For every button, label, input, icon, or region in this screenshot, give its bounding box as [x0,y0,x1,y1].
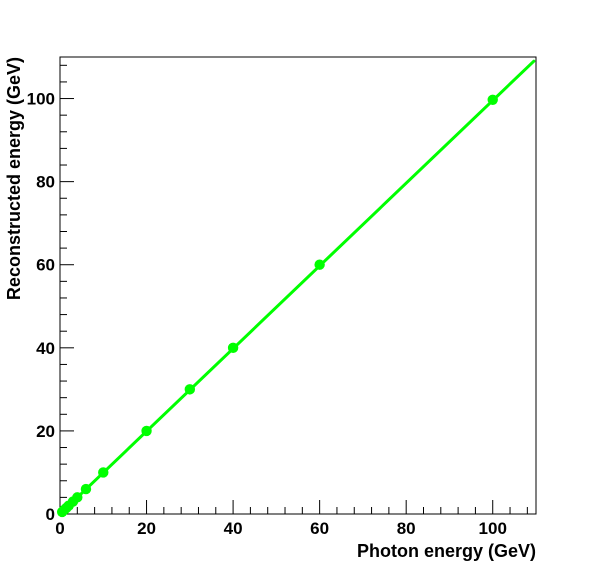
x-tick-label: 100 [479,519,507,538]
y-tick-label: 0 [46,505,55,524]
y-tick-label: 60 [36,256,55,275]
fit-line-layer [58,59,536,516]
data-point [72,492,83,503]
plot-frame [59,56,537,515]
x-tick-label: 40 [224,519,243,538]
x-tick-label: 80 [397,519,416,538]
y-tick-label: 80 [36,173,55,192]
fit-line [58,59,536,516]
x-axis-title: Photon energy (GeV) [357,541,536,561]
data-point [227,342,239,354]
x-tick-label: 0 [55,519,64,538]
data-point [141,425,152,437]
data-markers [56,94,498,518]
y-axis-title: Reconstructed energy (GeV) [4,57,24,300]
axis-ticks [59,64,528,515]
y-tick-label: 100 [27,90,55,109]
data-point [184,384,196,395]
data-point [314,259,325,270]
data-point [80,483,92,495]
y-tick-label: 20 [36,422,55,441]
data-point [487,94,498,105]
x-tick-label: 20 [137,519,156,538]
x-tick-label: 60 [310,519,329,538]
data-point [98,467,109,478]
axis-tick-labels: 0 20 40 60 80 100 0 20 40 60 80 100 [27,90,507,538]
y-tick-label: 40 [36,339,55,358]
